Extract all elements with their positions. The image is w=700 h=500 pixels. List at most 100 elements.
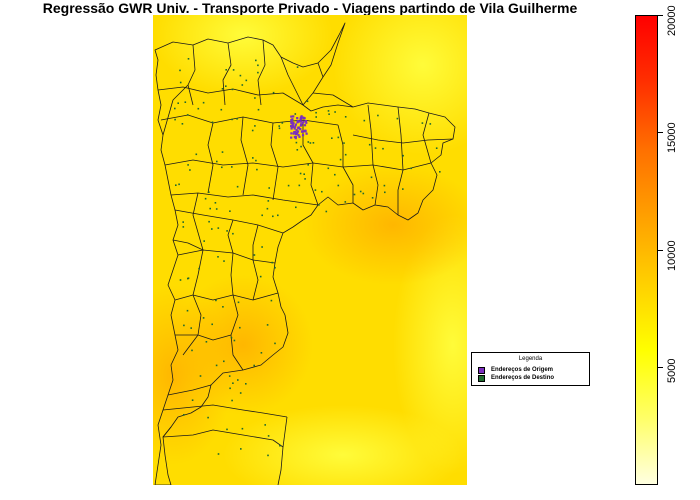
destination-point: [272, 215, 274, 218]
destination-point: [261, 214, 263, 217]
destination-point: [220, 108, 223, 111]
destination-point: [204, 197, 207, 200]
destination-point: [303, 173, 305, 175]
destination-point: [339, 158, 342, 161]
destination-point: [211, 121, 214, 124]
destination-point: [217, 256, 219, 258]
destination-point: [223, 260, 225, 262]
destination-point: [264, 424, 266, 426]
destination-point: [217, 453, 220, 455]
legend-label-destination: Endereços de Destino: [491, 375, 555, 381]
origin-point: [302, 120, 305, 123]
destination-point: [274, 342, 276, 345]
origin-point: [302, 130, 305, 133]
destination-point: [304, 178, 306, 180]
destination-point: [179, 81, 182, 84]
destination-point: [277, 214, 279, 217]
destination-point: [239, 326, 241, 329]
destination-point: [223, 360, 225, 363]
destination-point: [299, 172, 302, 175]
origin-points: [290, 115, 308, 140]
colorbar-tick-15000: [658, 132, 663, 133]
destination-point: [228, 375, 231, 377]
destination-point: [236, 185, 239, 188]
destination-point: [239, 74, 242, 77]
origin-point: [298, 120, 301, 123]
colorbar-label-10000: 10000: [666, 240, 678, 271]
origin-point: [305, 121, 308, 124]
destination-point: [199, 375, 202, 377]
destination-point: [226, 230, 228, 232]
destination-point: [221, 88, 224, 90]
destination-point: [231, 88, 234, 91]
origin-point: [305, 132, 308, 135]
destination-point: [197, 107, 200, 110]
destination-point: [177, 102, 179, 104]
origin-point: [296, 132, 299, 135]
destination-point: [435, 147, 438, 149]
origin-point: [293, 130, 296, 134]
origin-point: [301, 122, 304, 125]
destination-point: [225, 85, 227, 87]
destination-point: [179, 69, 181, 72]
destination-point: [211, 228, 213, 230]
origin-point: [294, 125, 297, 128]
destination-point: [327, 110, 330, 112]
destination-point: [382, 147, 384, 150]
origin-point: [293, 127, 296, 130]
origin-point: [300, 123, 303, 126]
destination-point: [410, 167, 413, 170]
destination-point: [368, 143, 371, 146]
destination-point: [178, 183, 180, 186]
destination-point: [191, 349, 193, 352]
destination-point: [328, 113, 330, 115]
origin-point: [296, 121, 299, 124]
origin-point: [290, 136, 293, 139]
destination-point: [179, 279, 182, 281]
destination-point: [232, 232, 234, 235]
destination-point: [187, 58, 190, 60]
destination-point: [278, 125, 280, 127]
destination-point: [190, 327, 192, 329]
destination-point: [186, 309, 189, 312]
colorbar-label-5000: 5000: [666, 358, 678, 383]
destination-point: [296, 149, 299, 151]
origin-point: [290, 115, 293, 118]
destination-point: [281, 122, 284, 124]
destination-point: [182, 221, 184, 223]
destination-point: [232, 382, 234, 384]
destination-point: [271, 261, 273, 264]
destination-point: [214, 202, 217, 204]
destination-point: [187, 277, 190, 279]
destination-point: [325, 210, 328, 213]
destination-point: [202, 101, 205, 104]
destination-point: [334, 173, 336, 176]
destination-point: [217, 227, 220, 229]
destination-point: [254, 97, 256, 99]
destination-point: [245, 79, 248, 82]
destination-point: [314, 189, 317, 191]
gwr-map: [153, 15, 467, 485]
destination-point: [327, 167, 330, 170]
destination-point: [267, 435, 270, 437]
destination-point: [337, 136, 340, 139]
colorbar-tick-20000: [658, 15, 663, 16]
destination-point: [384, 191, 386, 194]
destination-point: [215, 364, 218, 367]
destination-point: [402, 188, 404, 190]
destination-point: [233, 339, 236, 342]
colorbar-label-20000: 20000: [666, 5, 678, 36]
destination-point: [278, 127, 281, 130]
origin-point: [290, 119, 293, 122]
destination-point: [174, 107, 176, 110]
destination-point: [181, 123, 184, 125]
destination-point: [383, 184, 386, 187]
destination-point: [344, 201, 347, 203]
destination-point: [307, 164, 309, 166]
destination-point: [186, 114, 189, 116]
origin-point: [304, 129, 307, 132]
origin-point: [291, 125, 294, 129]
destination-point: [255, 59, 257, 62]
destination-point: [294, 113, 297, 115]
origin-point: [300, 115, 303, 118]
